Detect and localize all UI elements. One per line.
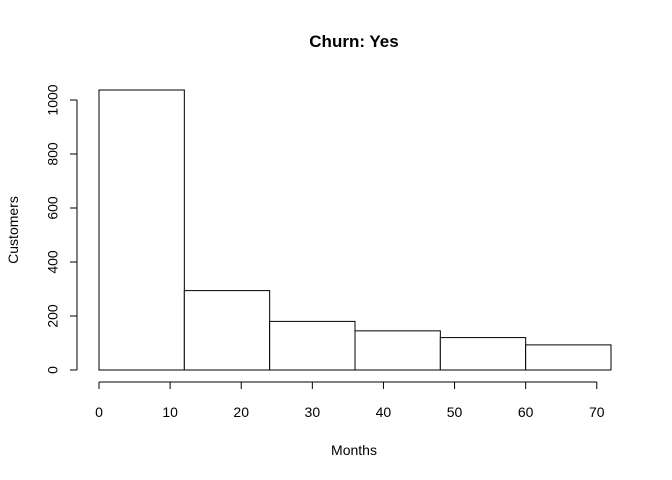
bars-group (98, 89, 612, 371)
y-tick-label-200: 200 (45, 304, 61, 328)
y-axis: 0 200 400 600 800 1000 (45, 84, 78, 374)
x-axis: 0 10 20 30 40 50 60 70 (95, 381, 605, 420)
x-tick-label-40: 40 (376, 404, 392, 420)
y-tick-label-0: 0 (45, 366, 61, 374)
bar-2 (269, 320, 356, 371)
chart-title: Churn: Yes (309, 32, 398, 51)
x-tick-label-20: 20 (233, 404, 249, 420)
bar-4 (439, 337, 527, 371)
bar-0 (98, 89, 185, 371)
bar-1 (183, 290, 271, 371)
y-tick-label-400: 400 (45, 250, 61, 274)
x-tick-label-50: 50 (447, 404, 463, 420)
x-tick-label-60: 60 (518, 404, 534, 420)
x-tick-label-10: 10 (162, 404, 178, 420)
bar-3 (354, 330, 441, 371)
bar-5 (525, 344, 612, 371)
x-axis-label: Months (331, 442, 377, 458)
x-tick-label-0: 0 (95, 404, 103, 420)
y-tick-label-800: 800 (45, 142, 61, 166)
y-tick-label-1000: 1000 (45, 84, 61, 115)
y-tick-label-600: 600 (45, 196, 61, 220)
y-axis-label: Customers (5, 196, 21, 264)
x-tick-label-30: 30 (305, 404, 321, 420)
x-tick-label-70: 70 (589, 404, 605, 420)
